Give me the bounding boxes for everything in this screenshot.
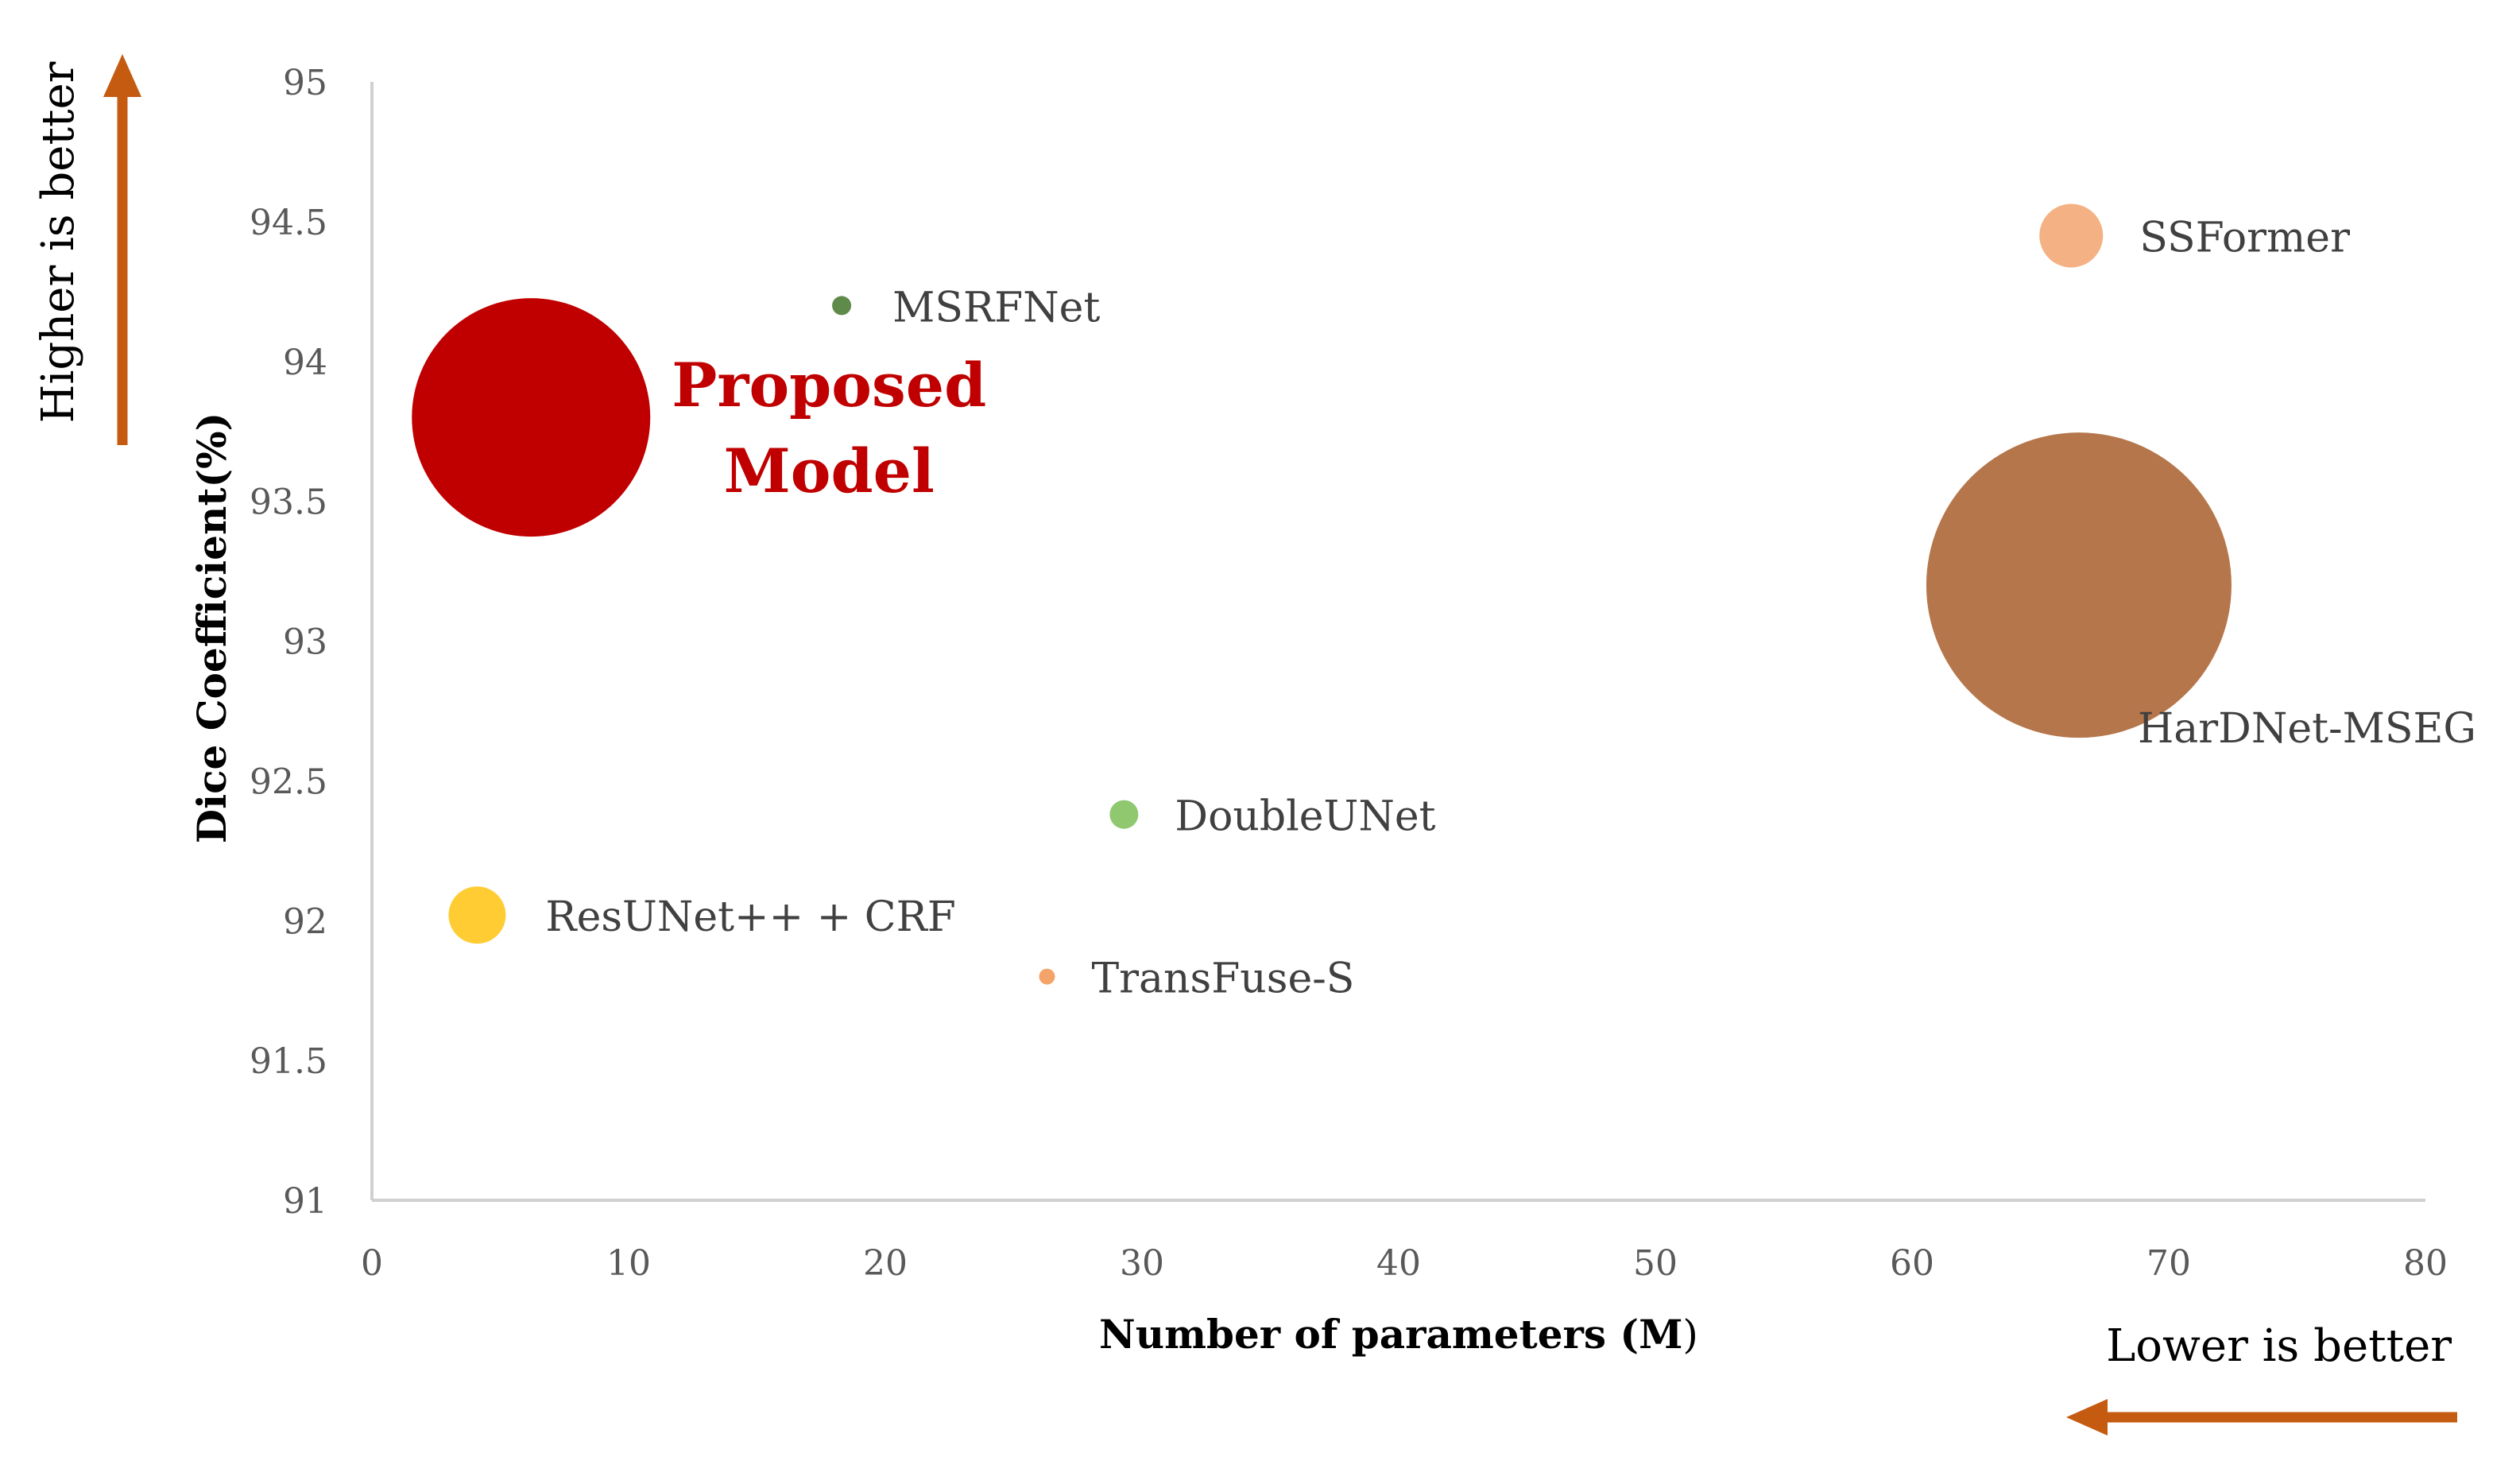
- bubble-labels: Proposed Model MSRFNet SSFormer HarDNet-MSEG…: [545, 214, 2476, 1002]
- x-tick-label: 50: [1633, 1243, 1678, 1284]
- y-tick-label: 91: [283, 1181, 327, 1222]
- bubble-label-line: DoubleUNet: [1175, 793, 1435, 841]
- x-tick-label: 80: [2403, 1243, 2448, 1284]
- x-tick-label: 60: [1890, 1243, 1934, 1284]
- y-tick-label: 94: [283, 343, 327, 383]
- bubble-transfuse-s: [1039, 968, 1055, 985]
- bubble-label-ssformer: SSFormer: [2139, 214, 2350, 262]
- higher-is-better-label: Higher is better: [33, 61, 84, 423]
- y-tick-label: 94.5: [250, 203, 327, 243]
- lower-is-better-label: Lower is better: [2106, 1320, 2452, 1372]
- bubble-ssformer: [2039, 203, 2104, 268]
- x-axis-title-main: Number of parameters (M: [1099, 1311, 1682, 1358]
- bubble-label-msrfnet: MSRFNet: [892, 284, 1100, 331]
- higher-arrow-head: [103, 54, 141, 97]
- bubble-label-line: Proposed: [672, 350, 986, 420]
- y-axis-title: Dice Coefficient(%): [188, 413, 235, 844]
- bubble-label-line: Model: [724, 436, 935, 506]
- bubble-label-transfuse-s: TransFuse-S: [1091, 955, 1354, 1003]
- bubble-resunet-crf: [448, 886, 506, 944]
- y-tick-label: 92.5: [250, 761, 327, 802]
- x-tick-label: 30: [1120, 1243, 1164, 1284]
- bubble-label-doubleunet: DoubleUNet: [1175, 793, 1435, 841]
- x-tick-label: 0: [361, 1243, 383, 1284]
- bubble-label-resunet-crf: ResUNet++ + CRF: [545, 893, 955, 941]
- x-axis-title-tail: ): [1682, 1312, 1698, 1358]
- lower-arrow-head: [2066, 1399, 2108, 1436]
- bubble-label-hardnet-mseg: HarDNet-MSEG: [2138, 705, 2476, 753]
- bubble-label-line: MSRFNet: [892, 284, 1100, 331]
- x-tick-label: 10: [606, 1243, 651, 1284]
- bubble-hardnet-mseg: [1926, 432, 2232, 738]
- x-axis-title: Number of parameters (M): [1099, 1311, 1698, 1358]
- y-tick-label: 93.5: [250, 482, 327, 523]
- bubble-label-line: SSFormer: [2139, 214, 2350, 262]
- x-tick-label: 20: [863, 1243, 908, 1284]
- bubbles: [412, 203, 2232, 985]
- x-tick-label: 70: [2146, 1243, 2191, 1284]
- bubble-doubleunet: [1109, 800, 1139, 829]
- bubble-label-line: ResUNet++ + CRF: [545, 893, 955, 941]
- bubble-msrfnet: [832, 296, 852, 316]
- bubble-label-line: HarDNet-MSEG: [2138, 705, 2476, 753]
- y-tick-label: 93: [283, 622, 327, 663]
- y-tick-label: 91.5: [250, 1041, 327, 1082]
- y-tick-label: 92: [283, 901, 327, 942]
- x-tick-label: 40: [1376, 1243, 1421, 1284]
- y-tick-label: 95: [283, 63, 327, 103]
- bubble-label-line: TransFuse-S: [1091, 955, 1354, 1003]
- axes: 91 91.5 92 92.5 93 93.5 94 94.5 95 0 10 20 30 40 50 60 7…: [250, 63, 2448, 1284]
- bubble-proposed-model: [412, 298, 651, 537]
- bubble-label-proposed-model: Proposed Model: [672, 350, 986, 506]
